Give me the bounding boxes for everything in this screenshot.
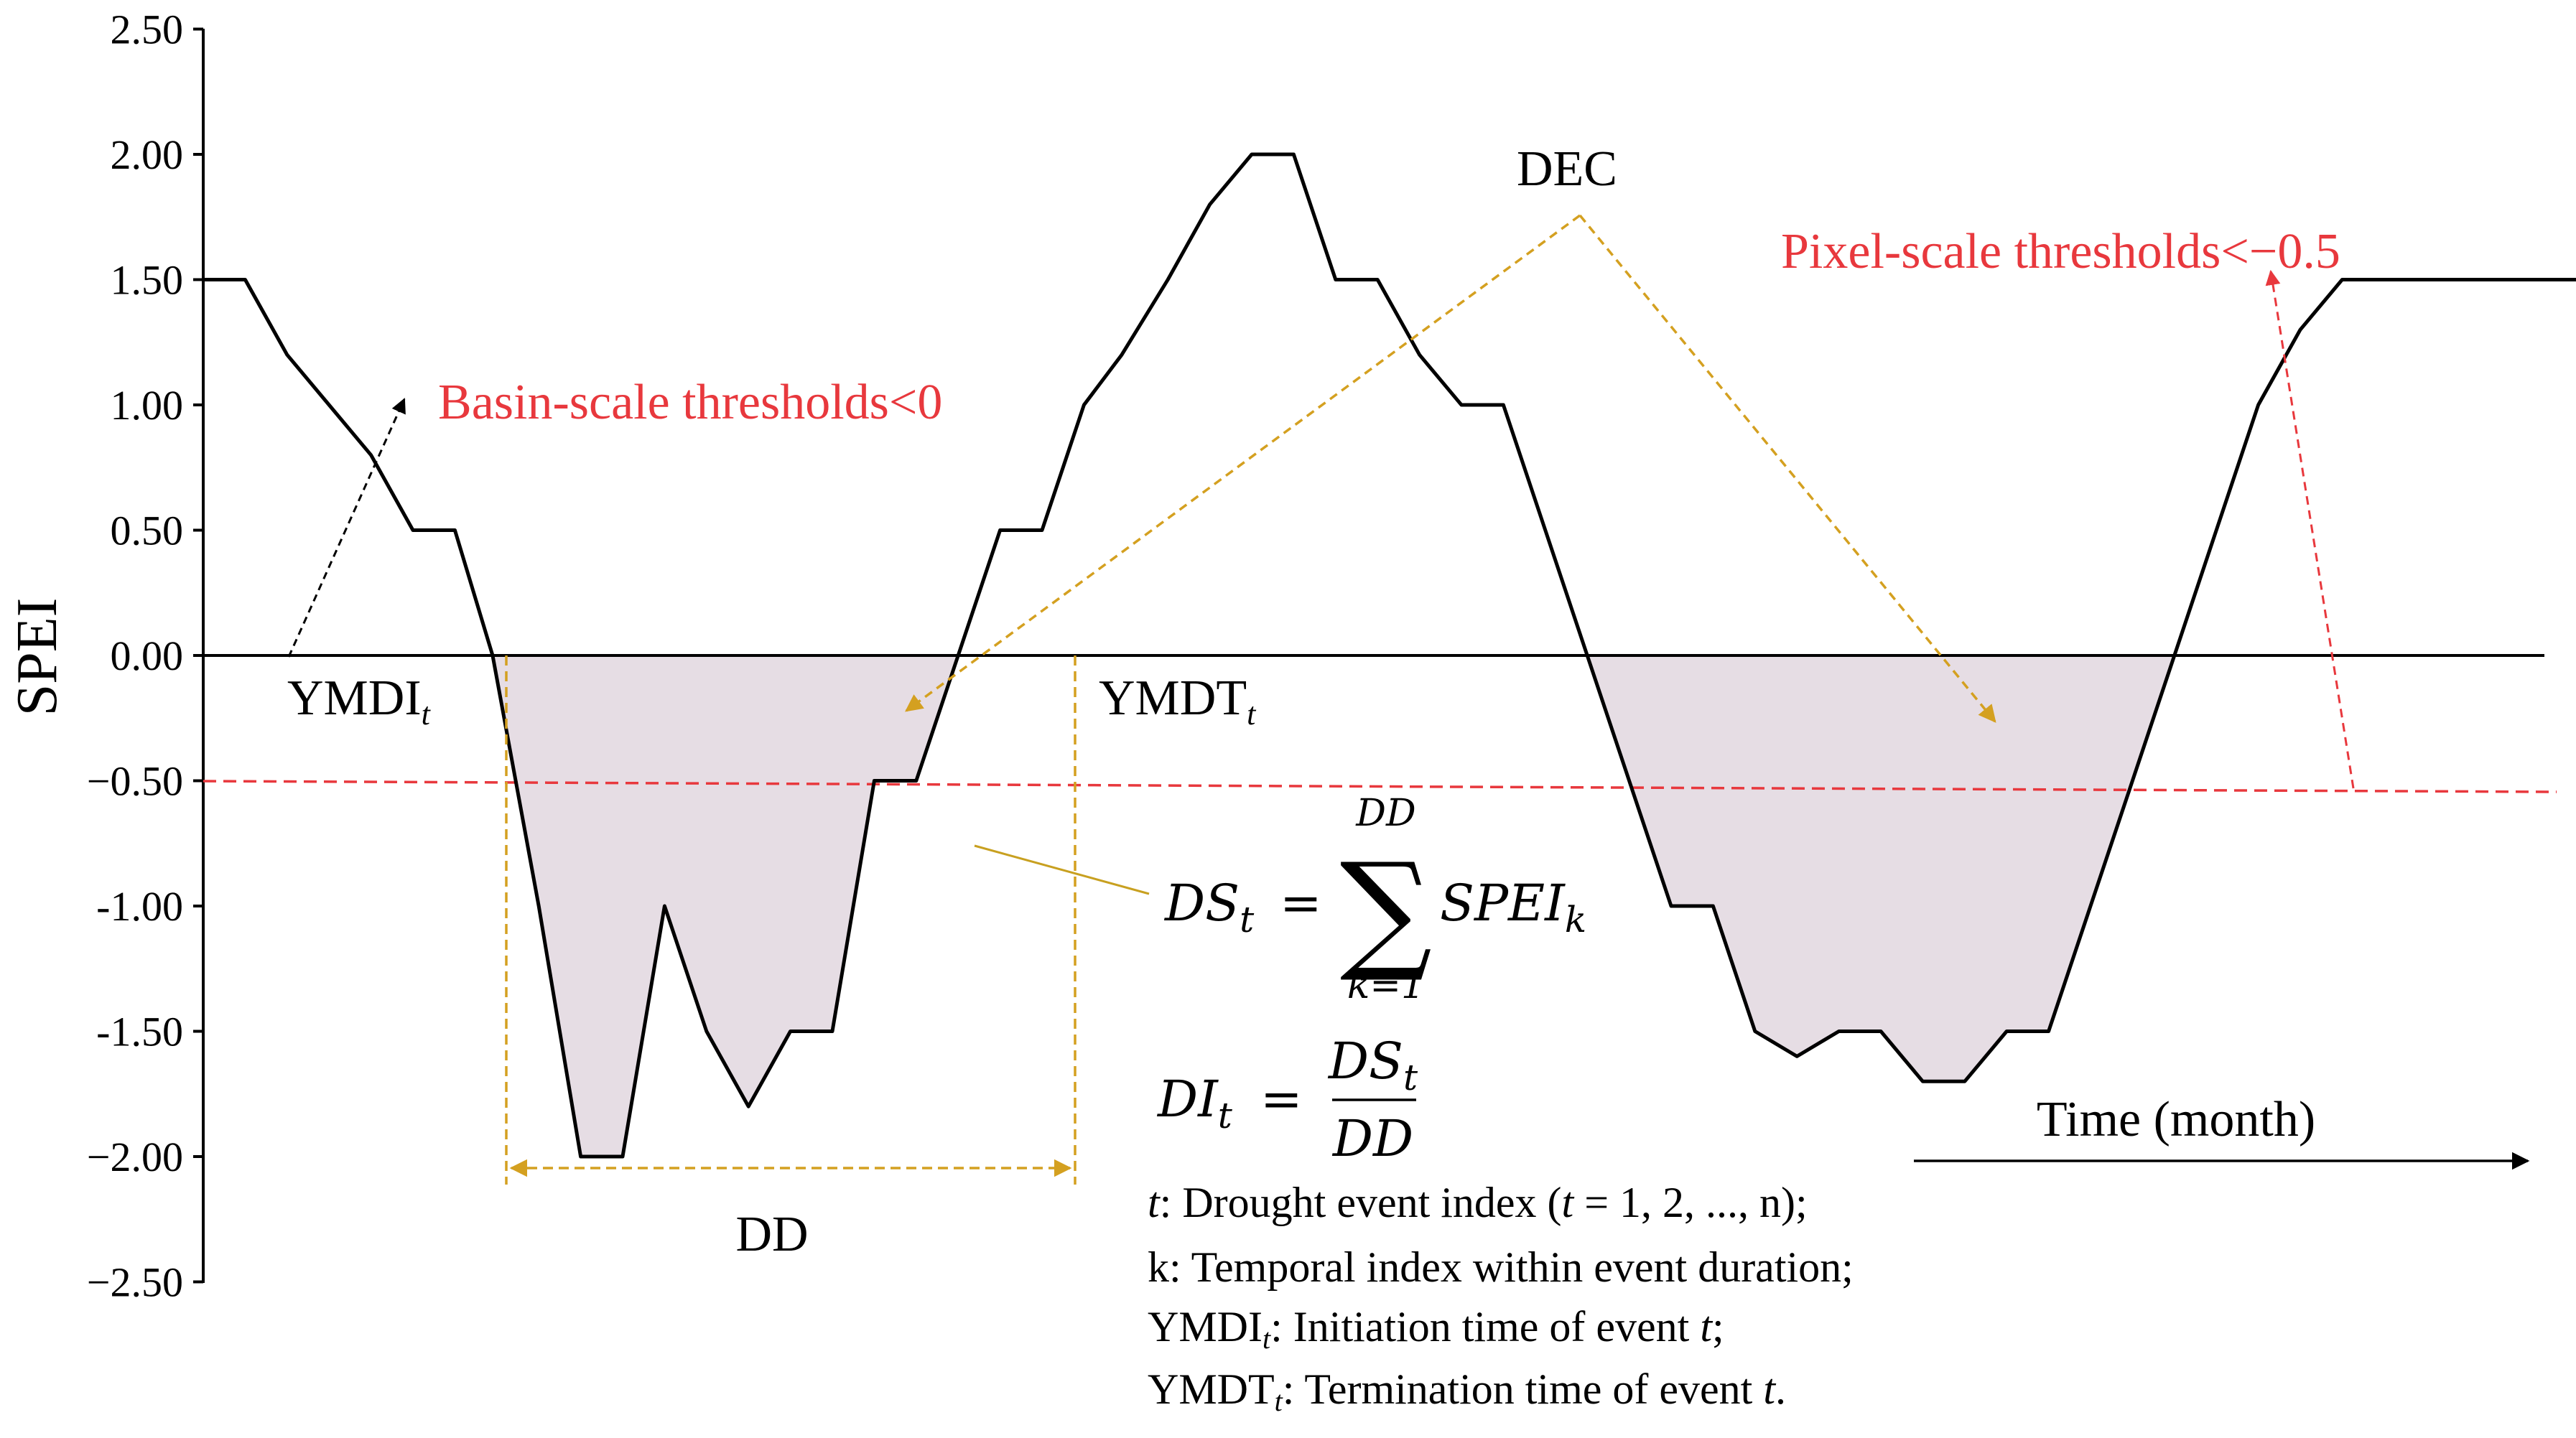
pixel-threshold-line [203, 780, 2557, 793]
basin-threshold-label: Basin-scale thresholds<0 [438, 375, 942, 430]
note-t: t: Drought event index (t = 1, 2, ..., n… [1148, 1179, 1808, 1226]
svg-text:∑: ∑ [1340, 836, 1433, 986]
y-tick-label: 1.00 [111, 382, 184, 429]
ymdt-label: YMDTt [1099, 671, 1257, 732]
spei-series [202, 152, 2576, 1159]
y-tick-label: −2.50 [87, 1259, 183, 1306]
svg-text:DD: DD [1331, 1109, 1413, 1168]
y-axis-label: SPEI [6, 598, 69, 716]
y-tick-label: −0.50 [87, 758, 183, 805]
svg-text:SPEIk: SPEIk [1440, 874, 1586, 940]
svg-text:=: = [1280, 874, 1322, 933]
y-ticks: 2.50 2.00 1.50 1.00 0.50 0.00 −0.50 -1.00 -1.50 −… [87, 6, 203, 1306]
note-ymdt: YMDTt: Termination time of event t. [1148, 1365, 1786, 1417]
svg-text:DSt: DSt [1327, 1032, 1418, 1098]
ymdi-label: YMDIt [287, 671, 432, 732]
svg-text:=: = [1260, 1070, 1303, 1129]
note-ymdi: YMDIt: Initiation time of event t; [1148, 1303, 1724, 1355]
time-label: Time (month) [2037, 1092, 2315, 1147]
pixel-threshold-arrow [2265, 269, 2355, 789]
svg-text:DD: DD [1355, 792, 1415, 835]
y-tick-label: 2.00 [111, 131, 184, 178]
svg-text:k=1: k=1 [1347, 964, 1425, 1007]
y-tick-label: -1.00 [96, 883, 183, 930]
definitions-notes: t: Drought event index (t = 1, 2, ..., n… [1148, 1179, 1854, 1417]
svg-text:DSt: DSt [1163, 874, 1255, 940]
ds-formula: DSt = DD ∑ k=1 SPEIk [1163, 792, 1586, 1007]
drought-deficit-areas [492, 655, 2175, 1157]
ds-leader-line [974, 844, 1150, 895]
spei-series-line [203, 152, 2576, 1159]
dec-arrow-right [1578, 214, 1996, 723]
y-tick-label: 0.00 [111, 632, 184, 679]
y-tick-label: −2.00 [87, 1134, 183, 1180]
basin-threshold-arrow [287, 398, 406, 658]
y-tick-label: 1.50 [111, 257, 184, 304]
y-tick-label: 0.50 [111, 508, 184, 554]
y-tick-label: -1.50 [96, 1009, 183, 1055]
note-k: k: Temporal index within event duration; [1148, 1243, 1854, 1291]
drought-deficit-area [492, 655, 959, 1157]
pixel-threshold-label: Pixel-scale thresholds<−0.5 [1781, 224, 2340, 279]
drought-deficit-area [1587, 655, 2175, 1082]
dd-label: DD [735, 1207, 808, 1262]
y-tick-label: 2.50 [111, 6, 184, 53]
dec-arrow-left [905, 214, 1581, 712]
dec-label: DEC [1517, 141, 1617, 197]
svg-text:DIt: DIt [1156, 1070, 1233, 1136]
di-formula: DIt = DSt DD [1156, 1032, 1418, 1168]
